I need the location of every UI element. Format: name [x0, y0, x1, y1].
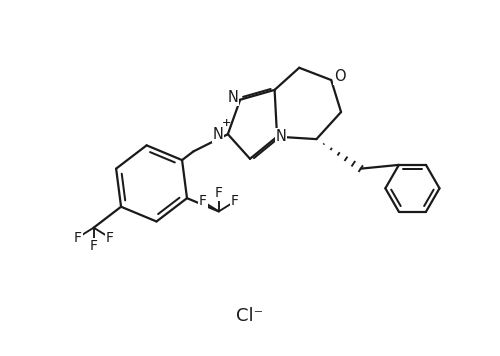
Text: +: + — [222, 118, 232, 129]
Text: F: F — [230, 194, 238, 209]
Text: O: O — [334, 69, 346, 84]
Text: F: F — [215, 186, 223, 200]
Text: O: O — [334, 69, 346, 84]
Text: N: N — [276, 129, 286, 144]
Text: +: + — [222, 118, 232, 129]
Text: N: N — [276, 129, 286, 144]
Text: N: N — [212, 127, 224, 142]
Text: N: N — [228, 90, 238, 105]
Text: N: N — [228, 90, 238, 105]
Text: F: F — [90, 239, 98, 253]
Text: Cl⁻: Cl⁻ — [236, 307, 264, 325]
Text: N: N — [212, 127, 224, 142]
Text: F: F — [106, 231, 114, 245]
Text: F: F — [199, 194, 207, 209]
Text: F: F — [74, 231, 82, 245]
